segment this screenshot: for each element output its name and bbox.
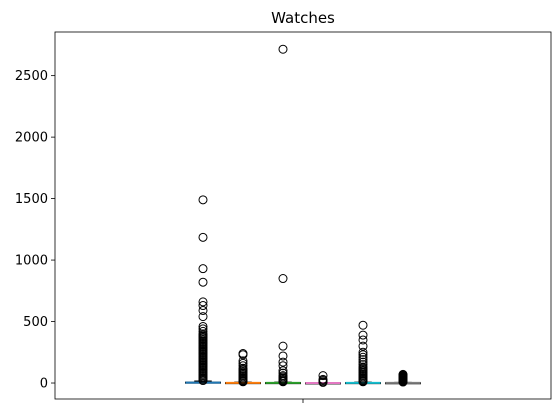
y-tick-label: 1500 — [15, 192, 48, 207]
y-tick-label: 2000 — [15, 131, 48, 146]
y-tick-label: 1000 — [15, 254, 48, 269]
chart-title: Watches — [271, 9, 335, 27]
plot-area — [55, 32, 551, 399]
y-tick-label: 2500 — [15, 69, 48, 84]
y-tick-label: 0 — [40, 377, 48, 392]
y-tick-label: 500 — [23, 315, 48, 330]
y-axis: 0 500 1000 1500 2000 2500 — [15, 69, 55, 391]
